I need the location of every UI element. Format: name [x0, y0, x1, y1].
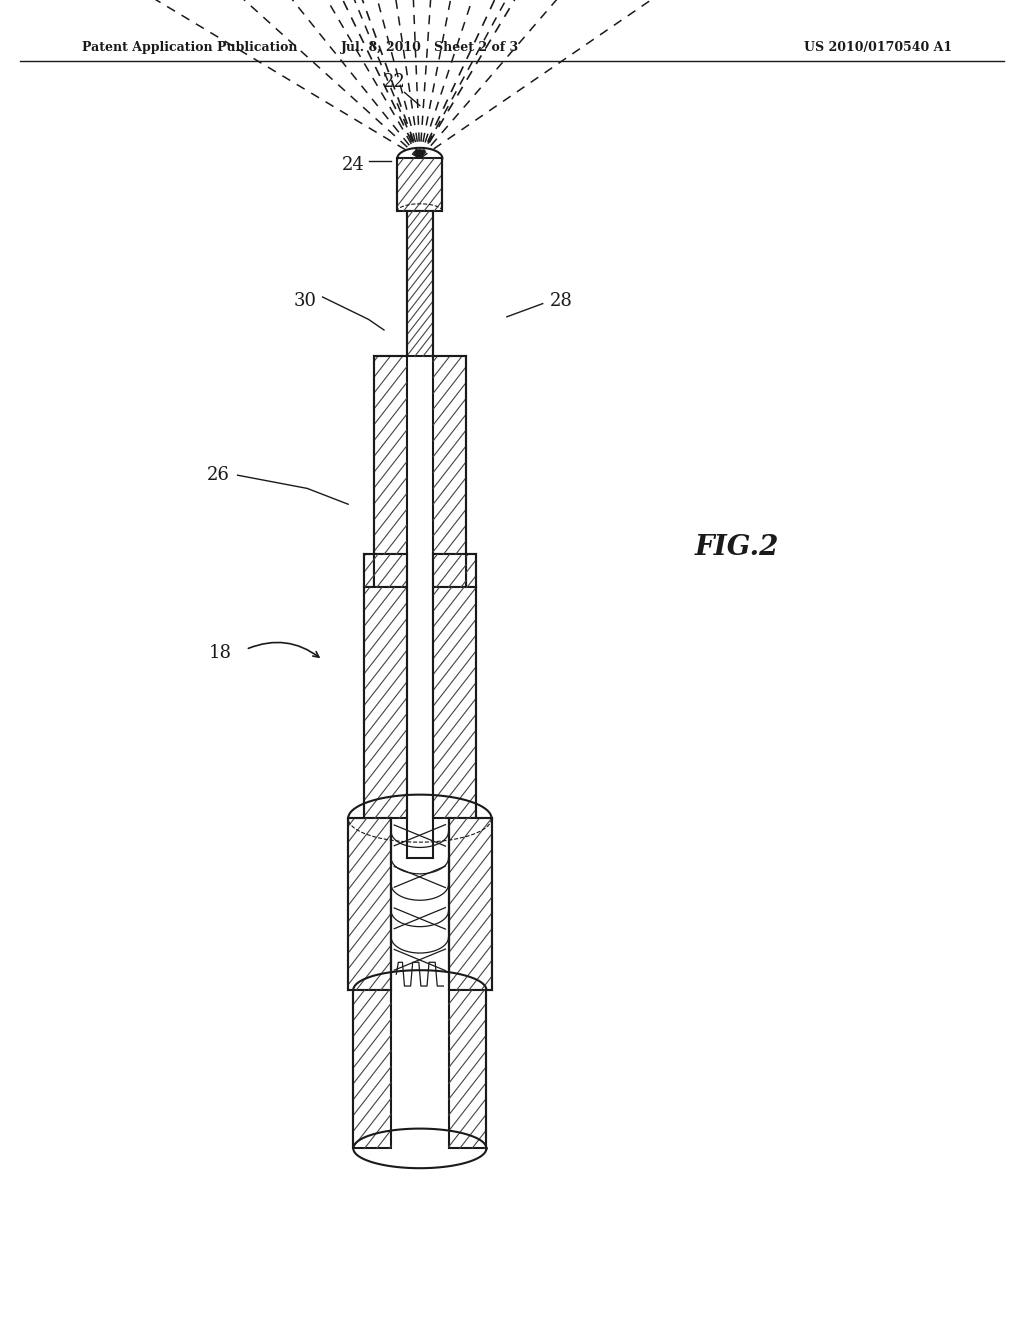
Bar — [449, 818, 492, 990]
Bar — [353, 990, 391, 1148]
Bar — [374, 554, 407, 587]
Bar — [374, 554, 407, 587]
Text: 30: 30 — [294, 292, 316, 310]
Bar — [374, 356, 407, 554]
Text: 24: 24 — [342, 156, 365, 174]
Bar — [466, 554, 476, 587]
Bar — [449, 990, 486, 1148]
Text: FIG.2: FIG.2 — [695, 535, 779, 561]
Bar — [364, 554, 374, 587]
Bar — [433, 356, 466, 554]
Text: 22: 22 — [383, 73, 406, 91]
Bar — [433, 587, 476, 818]
Bar — [433, 587, 476, 818]
Bar — [397, 158, 442, 211]
Bar — [433, 554, 466, 587]
Bar — [433, 554, 466, 587]
Text: Jul. 8, 2010   Sheet 2 of 3: Jul. 8, 2010 Sheet 2 of 3 — [341, 41, 519, 54]
Bar — [364, 554, 374, 587]
Bar — [407, 211, 433, 356]
Text: 28: 28 — [550, 292, 572, 310]
Bar — [397, 158, 442, 211]
Text: US 2010/0170540 A1: US 2010/0170540 A1 — [804, 41, 952, 54]
Bar — [364, 587, 407, 818]
Bar — [348, 818, 391, 990]
Bar — [407, 211, 433, 356]
Bar — [364, 587, 407, 818]
Text: 18: 18 — [209, 644, 231, 663]
Text: 26: 26 — [207, 466, 229, 484]
Bar — [374, 356, 407, 554]
Bar — [433, 356, 466, 554]
Bar — [449, 818, 492, 990]
Bar — [449, 990, 486, 1148]
Text: Patent Application Publication: Patent Application Publication — [82, 41, 297, 54]
Bar — [348, 818, 391, 990]
Bar — [353, 990, 391, 1148]
Bar — [466, 554, 476, 587]
